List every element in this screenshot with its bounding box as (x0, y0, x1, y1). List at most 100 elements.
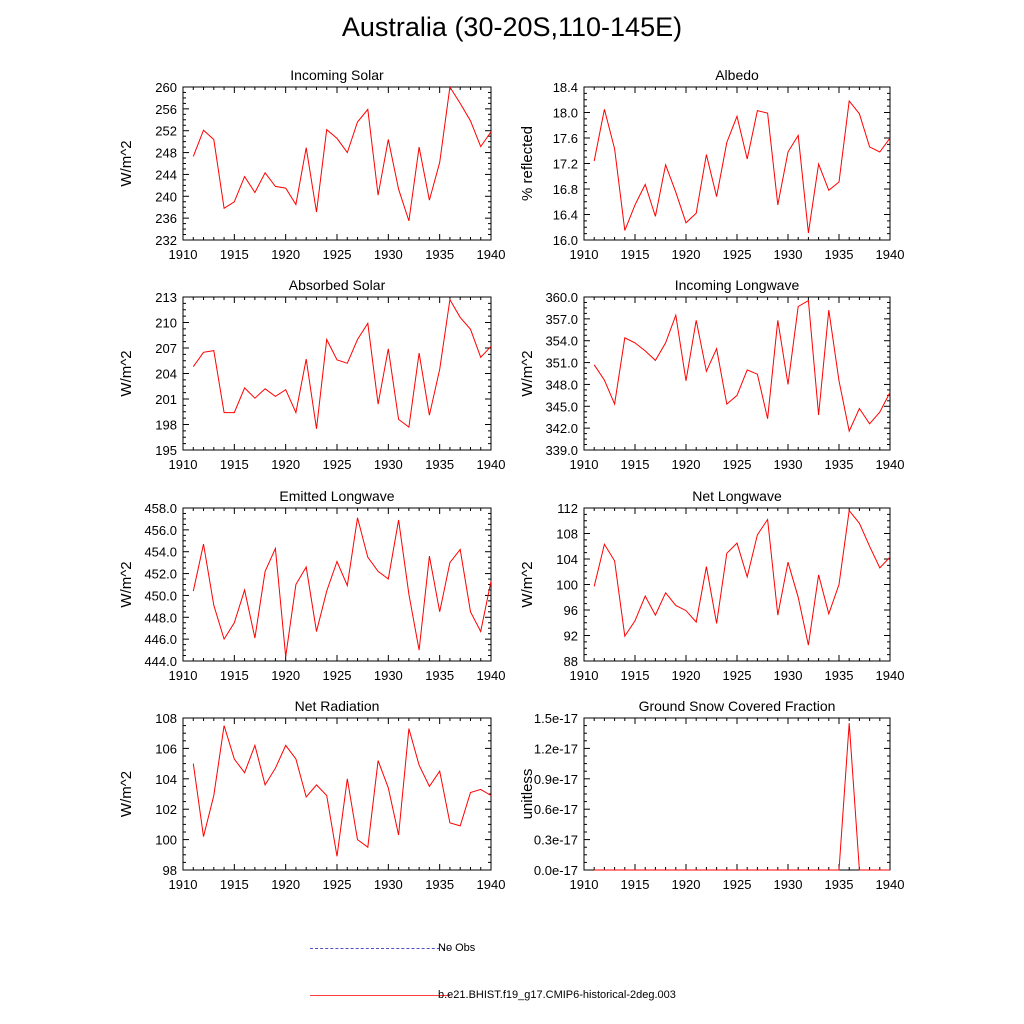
x-tick-label: 1940 (876, 877, 905, 892)
y-tick-label: 248 (155, 146, 177, 161)
y-axis-label: unitless (519, 769, 536, 820)
legend-no-obs-label: No Obs (438, 942, 476, 954)
y-tick-label: 104 (556, 552, 578, 567)
y-tick-label: 456.0 (144, 523, 177, 538)
x-tick-label: 1940 (876, 247, 905, 262)
x-tick-label: 1930 (374, 877, 403, 892)
y-tick-label: 339.0 (545, 443, 578, 458)
series-line (594, 723, 890, 871)
y-tick-label: 444.0 (144, 654, 177, 669)
y-tick-label: 18.0 (553, 106, 578, 121)
x-tick-label: 1915 (621, 668, 650, 683)
x-tick-label: 1935 (425, 668, 454, 683)
x-tick-label: 1910 (169, 457, 198, 472)
x-tick-label: 1920 (672, 247, 701, 262)
x-tick-label: 1935 (425, 877, 454, 892)
y-tick-label: 17.2 (553, 157, 578, 172)
panel-net-longwave: 1910 1915 1920 1925 1930 1935 1940 88 92 96 100 104… (519, 488, 904, 683)
y-tick-label: 446.0 (144, 632, 177, 647)
y-tick-label: 100 (155, 833, 177, 848)
y-tick-label: 108 (556, 527, 578, 542)
y-tick-label: 204 (155, 367, 177, 382)
y-tick-label: 213 (155, 290, 177, 305)
y-tick-label: 88 (564, 654, 578, 669)
y-axis-label: W/m^2 (519, 561, 536, 607)
x-tick-label: 1935 (825, 247, 854, 262)
panel-title: Albedo (715, 67, 759, 83)
y-tick-label: 16.0 (553, 233, 578, 248)
y-axis-label: W/m^2 (118, 350, 135, 396)
x-tick-label: 1920 (271, 668, 300, 683)
y-tick-label: 18.4 (553, 80, 578, 95)
y-axis-label: W/m^2 (118, 771, 135, 817)
y-tick-label: 354.0 (545, 334, 578, 349)
panel-incoming-longwave: 1910 1915 1920 1925 1930 1935 1940 339.0 342.0 34… (519, 277, 904, 472)
x-tick-label: 1910 (169, 247, 198, 262)
x-tick-label: 1935 (825, 877, 854, 892)
y-tick-label: 357.0 (545, 312, 578, 327)
x-tick-label: 1915 (621, 457, 650, 472)
y-tick-label: 1.5e-17 (534, 711, 578, 726)
y-tick-label: 458.0 (144, 501, 177, 516)
y-tick-label: 240 (155, 189, 177, 204)
x-tick-label: 1940 (477, 877, 506, 892)
legend-no-obs-line (310, 948, 450, 949)
y-tick-label: 16.8 (553, 182, 578, 197)
x-tick-label: 1920 (672, 877, 701, 892)
x-tick-label: 1940 (876, 457, 905, 472)
x-tick-label: 1935 (825, 457, 854, 472)
x-tick-label: 1930 (374, 668, 403, 683)
y-axis-label: W/m^2 (118, 140, 135, 186)
y-tick-label: 244 (155, 167, 177, 182)
plot-frame (583, 507, 891, 662)
y-tick-label: 106 (155, 741, 177, 756)
x-tick-label: 1920 (271, 457, 300, 472)
x-tick-label: 1925 (723, 457, 752, 472)
panel-title: Emitted Longwave (279, 488, 394, 504)
y-tick-label: 0.3e-17 (534, 833, 578, 848)
x-tick-label: 1930 (774, 457, 803, 472)
series-line (593, 99, 891, 234)
y-tick-label: 92 (564, 629, 578, 644)
plot-frame (182, 296, 492, 451)
y-tick-label: 104 (155, 772, 177, 787)
y-tick-label: 100 (556, 578, 578, 593)
panel-title: Absorbed Solar (289, 277, 386, 293)
y-tick-label: 98 (163, 863, 177, 878)
series-line (192, 298, 492, 429)
y-axis-label: % reflected (519, 126, 536, 201)
x-tick-label: 1930 (774, 668, 803, 683)
y-tick-label: 195 (155, 443, 177, 458)
y-tick-label: 96 (564, 603, 578, 618)
x-tick-label: 1920 (672, 457, 701, 472)
y-tick-label: 360.0 (545, 290, 578, 305)
x-tick-label: 1915 (220, 457, 249, 472)
panel-title: Net Radiation (295, 698, 380, 714)
series-line (192, 517, 492, 657)
x-tick-label: 1910 (570, 668, 599, 683)
y-tick-label: 448.0 (144, 610, 177, 625)
series-line (593, 299, 891, 433)
series-line (192, 85, 492, 222)
y-tick-label: 108 (155, 711, 177, 726)
x-tick-label: 1925 (323, 668, 352, 683)
x-tick-label: 1920 (271, 877, 300, 892)
x-tick-label: 1915 (220, 247, 249, 262)
y-tick-label: 102 (155, 802, 177, 817)
x-tick-label: 1940 (477, 668, 506, 683)
x-tick-label: 1910 (169, 668, 198, 683)
y-tick-label: 232 (155, 233, 177, 248)
x-tick-label: 1915 (621, 247, 650, 262)
x-tick-label: 1925 (723, 877, 752, 892)
y-tick-label: 345.0 (545, 399, 578, 414)
x-tick-label: 1910 (169, 877, 198, 892)
legend-model-line (310, 995, 450, 996)
x-tick-label: 1940 (477, 457, 506, 472)
y-tick-label: 207 (155, 341, 177, 356)
x-tick-label: 1935 (825, 668, 854, 683)
x-tick-label: 1910 (570, 457, 599, 472)
y-tick-label: 454.0 (144, 545, 177, 560)
y-tick-label: 17.6 (553, 131, 578, 146)
x-tick-label: 1930 (774, 247, 803, 262)
